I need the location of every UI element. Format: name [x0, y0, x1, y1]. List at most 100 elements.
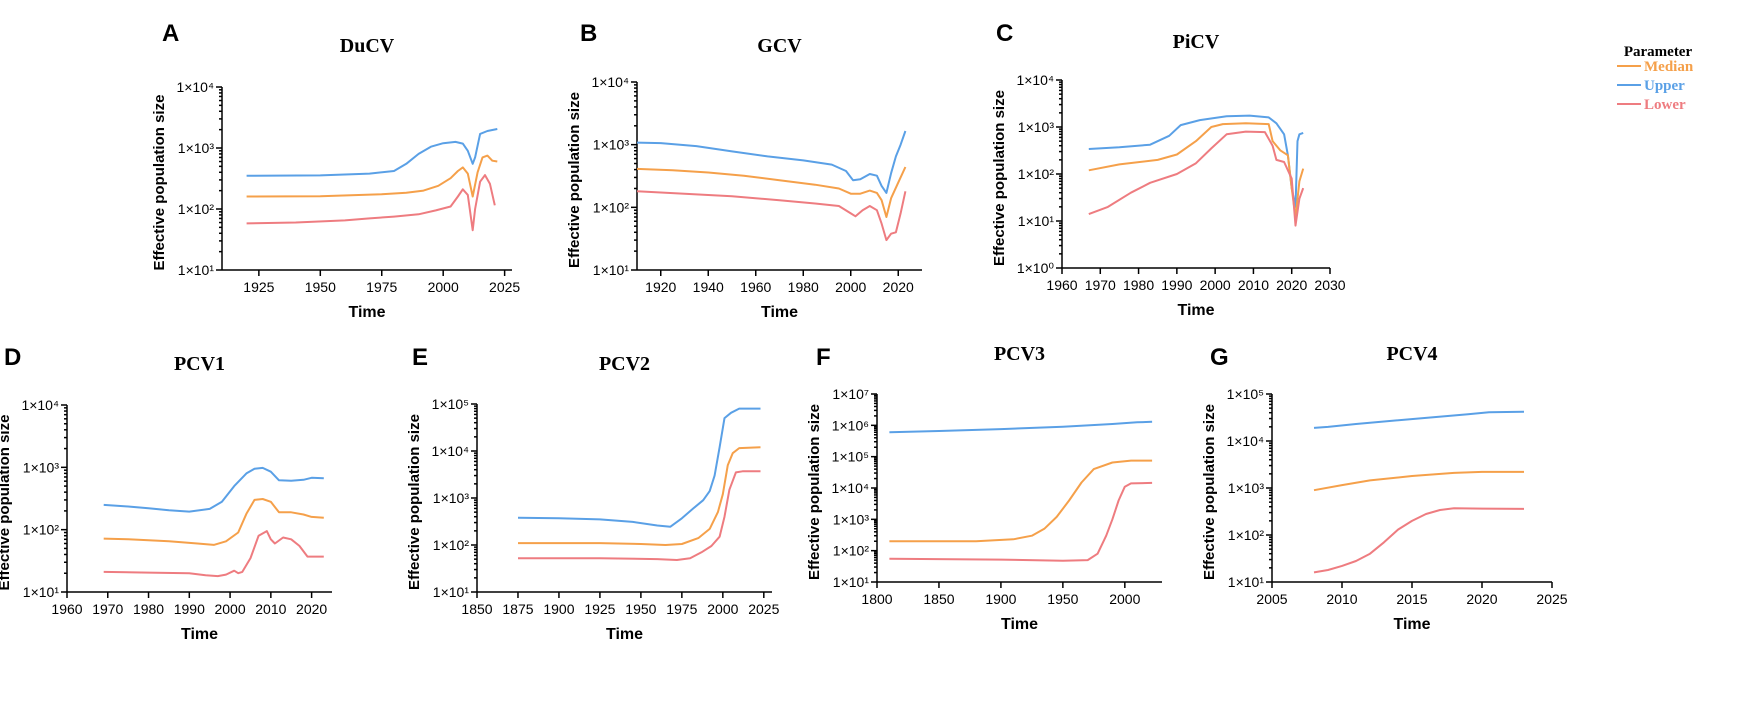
series-line-median: [1088, 122, 1305, 219]
x-tick-label: 2000: [214, 601, 245, 617]
series-line-median: [246, 154, 498, 198]
y-tick-label: 1×10²: [23, 522, 60, 538]
x-tick-label: 2020: [883, 279, 914, 295]
x-tick-label: 2030: [1314, 277, 1345, 293]
chart-panel-d: D PCV1 1×10¹ 1×10² 1×10³ 1×10⁴ 1960 1970 1980 199…: [0, 344, 332, 643]
series-line-lower: [518, 470, 761, 561]
x-tick-label: 1875: [502, 601, 533, 617]
y-tick-label: 1×10¹: [23, 584, 60, 600]
series-line-median: [1313, 470, 1524, 492]
panel-letter: F: [816, 344, 831, 371]
x-tick-label: 1980: [788, 279, 819, 295]
chart-title: GCV: [757, 35, 802, 57]
series-line-upper: [636, 130, 907, 194]
x-tick-label: 1900: [985, 591, 1016, 607]
y-tick-label: 1×10⁶: [832, 417, 869, 433]
legend: Parameter Median Upper Lower: [1617, 44, 1694, 113]
y-tick-label: 1×10⁴: [831, 480, 869, 496]
x-tick-label: 2020: [296, 601, 327, 617]
x-tick-label: 2025: [489, 279, 520, 295]
x-tick-label: 1990: [174, 601, 205, 617]
y-tick-label: 1×10¹: [433, 584, 470, 600]
chart-panel-e: E PCV2 1×10¹ 1×10² 1×10³ 1×10⁴ 1×10⁵ 1850 1875 19…: [406, 344, 780, 643]
x-tick-label: 1925: [243, 279, 274, 295]
y-tick-label: 1×10³: [833, 511, 870, 527]
x-tick-label: 2010: [255, 601, 286, 617]
x-tick-label: 1850: [923, 591, 954, 607]
y-tick-label: 1×10¹: [833, 574, 870, 590]
x-tick-label: 1970: [1085, 277, 1116, 293]
y-axis-label: Effective population size: [1201, 404, 1218, 580]
panel-letter: G: [1210, 344, 1229, 371]
x-axis-label: Time: [1001, 616, 1038, 633]
series-line-lower: [1313, 507, 1525, 574]
chart-panel-a: A DuCV 1×10¹ 1×10² 1×10³ 1×10⁴ 1925 1950 1975 200…: [151, 20, 520, 321]
x-tick-label: 2020: [1466, 591, 1497, 607]
chart-title: PCV1: [174, 353, 225, 375]
y-tick-label: 1×10⁰: [1017, 260, 1055, 276]
chart-title: PiCV: [1173, 31, 1220, 53]
x-tick-label: 2000: [1200, 277, 1231, 293]
x-tick-label: 2010: [1238, 277, 1269, 293]
chart-title: PCV4: [1386, 343, 1437, 365]
y-tick-label: 1×10⁷: [832, 386, 869, 402]
y-tick-label: 1×10⁴: [591, 74, 629, 90]
series-line-upper: [103, 466, 324, 513]
panel-letter: A: [162, 20, 179, 47]
x-axis-label: Time: [606, 626, 643, 643]
y-tick-label: 1×10²: [178, 201, 215, 217]
y-tick-label: 1×10⁴: [21, 397, 59, 413]
chart-title: PCV3: [994, 343, 1045, 365]
y-tick-label: 1×10⁵: [832, 449, 869, 465]
y-tick-label: 1×10³: [433, 490, 470, 506]
series-line-median: [889, 459, 1153, 543]
x-tick-label: 1990: [1161, 277, 1192, 293]
y-axis-label: Effective population size: [151, 95, 168, 271]
y-tick-label: 1×10⁴: [431, 443, 469, 459]
y-tick-label: 1×10²: [593, 199, 630, 215]
y-tick-label: 1×10¹: [1018, 213, 1055, 229]
y-tick-label: 1×10⁴: [1016, 72, 1054, 88]
y-tick-label: 1×10⁵: [1227, 386, 1264, 402]
chart-panel-g: G PCV4 1×10¹ 1×10² 1×10³ 1×10⁴ 1×10⁵ 2005 2010 20…: [1201, 343, 1568, 633]
x-tick-label: 1950: [305, 279, 336, 295]
x-tick-label: 1960: [740, 279, 771, 295]
x-tick-label: 1920: [645, 279, 676, 295]
legend-label-upper: Upper: [1644, 78, 1685, 94]
series-line-upper: [889, 420, 1153, 434]
y-tick-label: 1×10¹: [1228, 574, 1265, 590]
series-line-median: [518, 446, 761, 546]
x-tick-label: 2000: [835, 279, 866, 295]
x-tick-label: 2005: [1256, 591, 1287, 607]
y-tick-label: 1×10²: [1018, 166, 1055, 182]
y-axis-label: Effective population size: [566, 92, 583, 268]
x-tick-label: 2020: [1276, 277, 1307, 293]
x-tick-label: 1800: [861, 591, 892, 607]
x-tick-label: 1950: [1047, 591, 1078, 607]
x-tick-label: 1980: [1123, 277, 1154, 293]
x-tick-label: 1900: [543, 601, 574, 617]
y-axis-label: Effective population size: [806, 404, 823, 580]
x-tick-label: 2010: [1326, 591, 1357, 607]
panel-letter: B: [580, 20, 597, 47]
y-axis-label: Effective population size: [406, 414, 423, 590]
x-axis-label: Time: [1393, 616, 1430, 633]
y-tick-label: 1×10³: [593, 137, 630, 153]
y-tick-label: 1×10³: [178, 140, 215, 156]
y-tick-label: 1×10³: [23, 459, 60, 475]
y-axis-label: Effective population size: [991, 90, 1008, 266]
x-tick-label: 1980: [133, 601, 164, 617]
x-tick-label: 2025: [1536, 591, 1567, 607]
x-tick-label: 1975: [366, 279, 397, 295]
legend-label-lower: Lower: [1644, 97, 1686, 113]
legend-label-median: Median: [1644, 59, 1694, 75]
series-line-lower: [103, 530, 324, 578]
x-tick-label: 2000: [707, 601, 738, 617]
chart-title: PCV2: [599, 353, 650, 375]
y-tick-label: 1×10⁴: [1226, 433, 1264, 449]
y-tick-label: 1×10²: [1228, 527, 1265, 543]
x-tick-label: 1960: [1046, 277, 1077, 293]
chart-panel-f: F PCV3 1×10¹ 1×10² 1×10³ 1×10⁴ 1×10⁵ 1×10⁶ 1×10⁷…: [806, 343, 1162, 633]
x-tick-label: 1850: [461, 601, 492, 617]
